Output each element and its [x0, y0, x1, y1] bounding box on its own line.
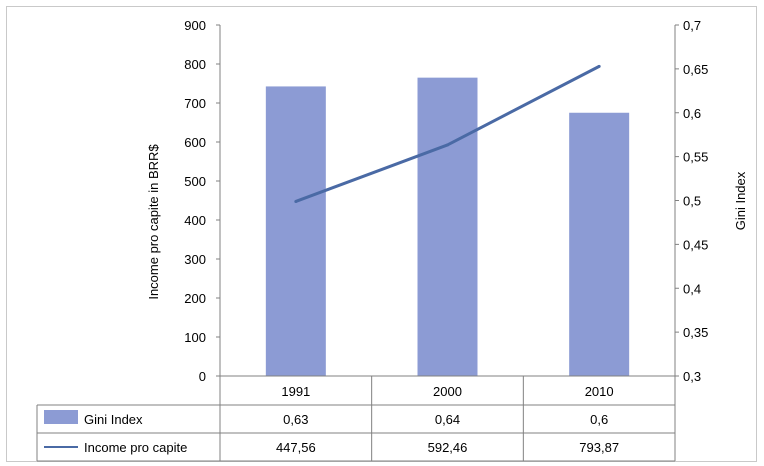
y2-tick-label: 0,65: [683, 62, 708, 77]
data-label-income: 447,56: [276, 440, 316, 455]
data-label-income: 592,46: [428, 440, 468, 455]
bar: [265, 86, 326, 377]
y2-tick-label: 0,5: [683, 194, 701, 209]
y2-tick-label: 0,35: [683, 325, 708, 340]
y2-tick-label: 0,4: [683, 281, 701, 296]
y-tick-label: 500: [184, 174, 206, 189]
data-label-gini: 0,6: [590, 412, 608, 427]
data-table: 1991 2000 2010 Gini Index Income pro capite 0…: [36, 375, 676, 462]
x-tick-label: 2010: [585, 384, 614, 399]
data-label-gini: 0,63: [283, 412, 308, 427]
y-axis-ticks: 0 100 200 300 400 500 600 700 800 900: [184, 18, 220, 384]
line-point: [294, 199, 298, 203]
data-label-gini: 0,64: [435, 412, 460, 427]
line-point: [597, 64, 601, 68]
y2-axis-ticks: 0,3 0,35 0,4 0,45 0,5 0,55 0,6 0,65 0,7: [675, 18, 708, 384]
bar: [569, 112, 630, 376]
legend-key-gini: [44, 410, 78, 424]
y-tick-label: 200: [184, 291, 206, 306]
y-tick-label: 900: [184, 18, 206, 33]
row-label-gini: Gini Index: [84, 412, 143, 427]
y2-tick-label: 0,7: [683, 18, 701, 33]
bar: [417, 77, 478, 377]
y-tick-label: 400: [184, 213, 206, 228]
x-tick-label: 2000: [433, 384, 462, 399]
y2-axis-title: Gini Index: [733, 171, 748, 230]
y2-tick-label: 0,3: [683, 369, 701, 384]
y2-tick-label: 0,55: [683, 150, 708, 165]
line-point: [446, 143, 449, 147]
bar-series: [265, 77, 630, 377]
y2-tick-label: 0,45: [683, 237, 708, 252]
y-tick-label: 0: [199, 369, 206, 384]
y-tick-label: 700: [184, 96, 206, 111]
x-tick-label: 1991: [281, 384, 310, 399]
line-series: [294, 64, 601, 203]
y2-tick-label: 0,6: [683, 106, 701, 121]
row-label-income: Income pro capite: [84, 440, 187, 455]
data-label-income: 793,87: [579, 440, 619, 455]
y-axis-title: Income pro capite in BRR$: [146, 144, 161, 300]
y-tick-label: 300: [184, 252, 206, 267]
y-tick-label: 800: [184, 57, 206, 72]
y-tick-label: 600: [184, 135, 206, 150]
chart-border: [6, 6, 757, 462]
y-tick-label: 100: [184, 330, 206, 345]
